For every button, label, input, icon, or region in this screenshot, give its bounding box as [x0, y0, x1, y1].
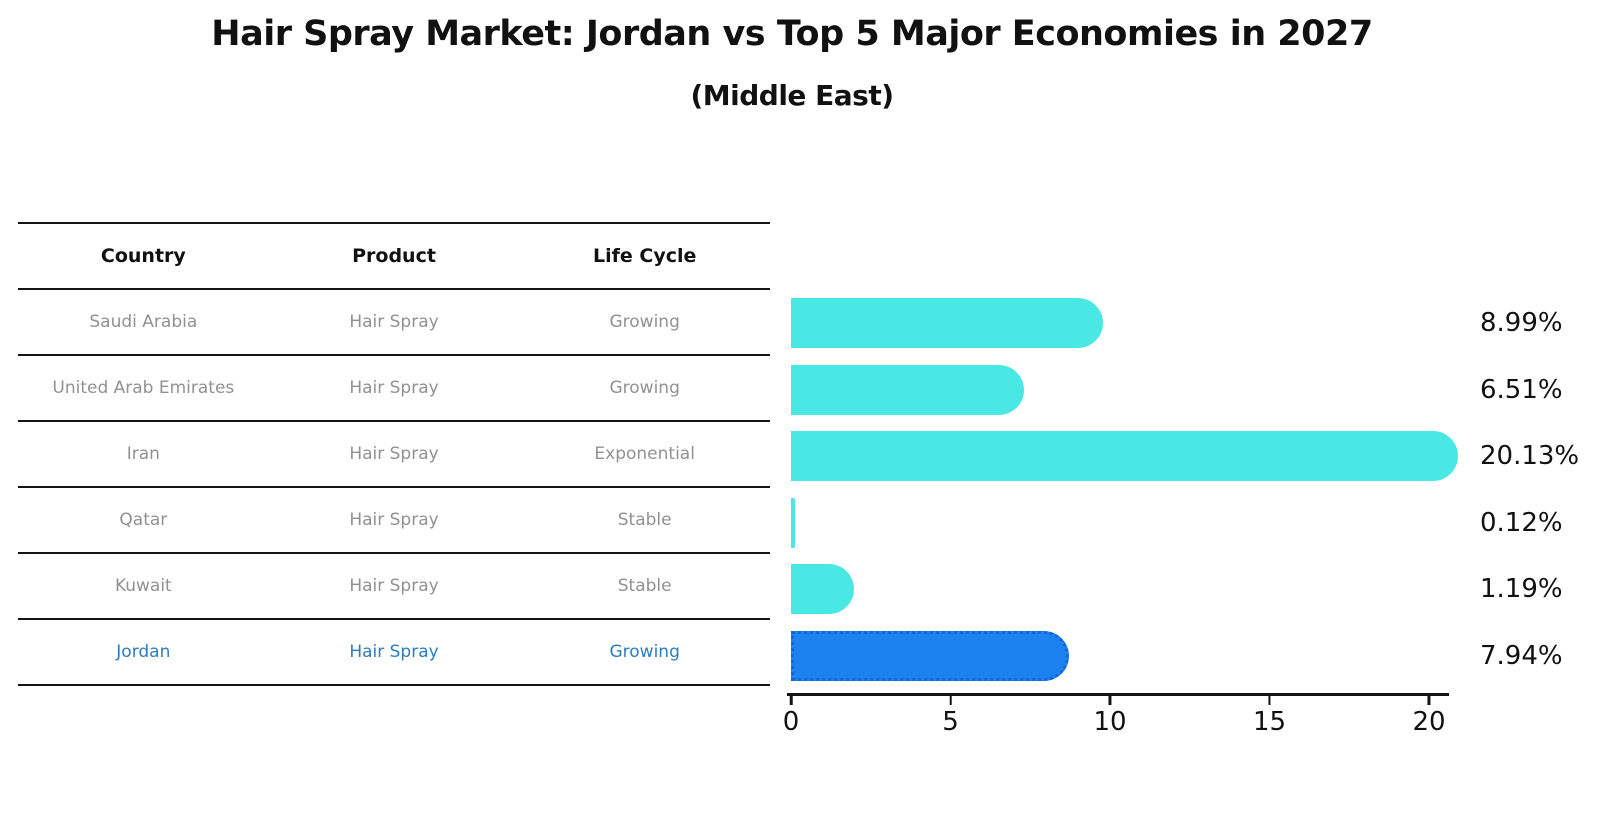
lifecycle-cell: Stable	[617, 576, 672, 596]
product-cell: Hair Spray	[349, 312, 439, 332]
tick-mark	[949, 695, 952, 705]
product-cell: Hair Spray	[349, 444, 439, 464]
bar-jordan-highlight	[791, 631, 1070, 681]
x-axis-tick: 10	[1093, 695, 1127, 737]
country-cell: United Arab Emirates	[52, 378, 235, 398]
value-label: 6.51%	[1480, 375, 1563, 405]
tick-mark	[1108, 695, 1112, 705]
lifecycle-cell: Growing	[609, 642, 680, 662]
bar-kuwait	[791, 564, 854, 614]
lifecycle-cell: Exponential	[594, 444, 695, 464]
lifecycle-cell: Growing	[609, 378, 680, 398]
table-row: United Arab Emirates Hair Spray Growing	[18, 356, 770, 422]
x-axis-tick: 20	[1412, 695, 1446, 737]
country-cell: Saudi Arabia	[89, 312, 198, 332]
tick-label: 20	[1412, 707, 1446, 737]
value-label: 20.13%	[1480, 441, 1580, 471]
bar-qatar	[791, 498, 795, 548]
x-axis-tick: 5	[942, 695, 959, 737]
tick-mark	[1268, 695, 1271, 705]
table-row-jordan-highlight: Jordan Hair Spray Growing	[18, 620, 770, 686]
column-header-lifecycle: Life Cycle	[592, 245, 697, 267]
x-axis-tick: 15	[1253, 695, 1286, 737]
tick-label: 0	[782, 707, 800, 737]
chart-subtitle: (Middle East)	[690, 79, 894, 112]
table-row: Qatar Hair Spray Stable	[18, 488, 770, 554]
tick-mark	[1427, 695, 1431, 705]
tick-label: 15	[1252, 707, 1287, 737]
x-axis-tick: 0	[782, 695, 800, 737]
lifecycle-cell: Growing	[609, 312, 680, 332]
table-row: Saudi Arabia Hair Spray Growing	[18, 290, 770, 356]
bar-iran	[791, 431, 1459, 481]
lifecycle-cell: Stable	[617, 510, 672, 530]
column-header-country: Country	[100, 245, 186, 267]
chart-title: Hair Spray Market: Jordan vs Top 5 Major…	[211, 14, 1373, 54]
column-header-product: Product	[352, 245, 436, 267]
value-label: 0.12%	[1480, 508, 1563, 538]
product-cell: Hair Spray	[349, 378, 439, 398]
product-cell: Hair Spray	[349, 642, 439, 662]
country-cell: Kuwait	[114, 576, 172, 596]
value-label: 7.94%	[1480, 641, 1563, 671]
country-cell: Iran	[126, 444, 160, 464]
bar-saudi-arabia	[791, 298, 1103, 348]
product-cell: Hair Spray	[349, 510, 439, 530]
value-label: 8.99%	[1480, 308, 1563, 338]
table-row: Iran Hair Spray Exponential	[18, 422, 770, 488]
value-label: 1.19%	[1480, 574, 1563, 604]
bar-united-arab-emirates	[791, 365, 1024, 415]
country-table: Country Product Life Cycle Saudi Arabia …	[18, 222, 770, 686]
x-axis-line	[787, 693, 1449, 696]
country-cell: Jordan	[116, 642, 171, 662]
tick-mark	[789, 695, 793, 705]
product-cell: Hair Spray	[349, 576, 439, 596]
country-cell: Qatar	[119, 510, 168, 530]
table-header-row: Country Product Life Cycle	[18, 224, 770, 290]
tick-label: 10	[1093, 707, 1127, 737]
table-row: Kuwait Hair Spray Stable	[18, 554, 770, 620]
tick-label: 5	[942, 707, 959, 737]
